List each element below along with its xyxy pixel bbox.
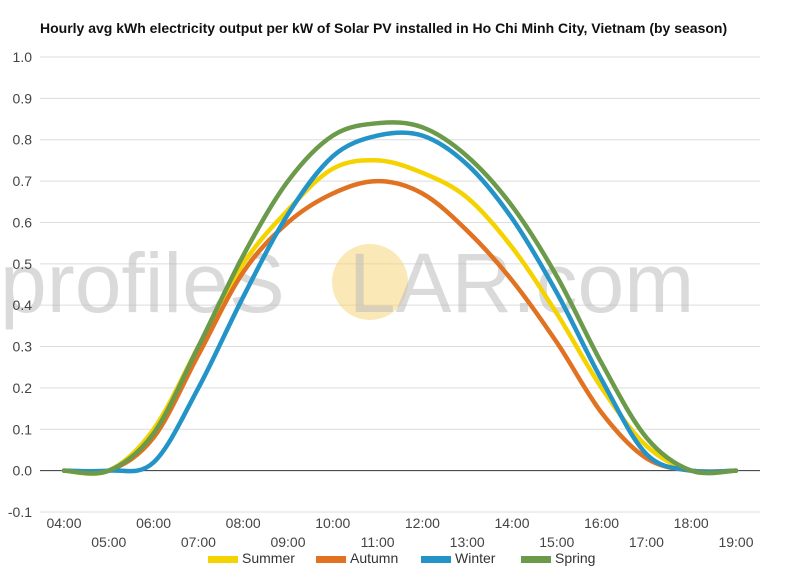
y-tick-label: 0.9: [13, 90, 33, 106]
y-tick-label: 0.1: [13, 421, 33, 437]
x-tick-label: 16:00: [584, 515, 619, 531]
legend-swatch: [421, 556, 451, 563]
x-tick-label: 04:00: [46, 515, 81, 531]
watermark-left: profileS: [0, 236, 285, 330]
legend-label: Winter: [455, 550, 496, 566]
y-tick-label: 0.2: [13, 380, 33, 396]
x-tick-label: 05:00: [91, 534, 126, 550]
y-tick-label: 0.8: [13, 132, 33, 148]
y-tick-label: 0.7: [13, 173, 33, 189]
legend: Summer Autumn Winter Spring: [208, 550, 595, 566]
y-tick-label: 0.6: [13, 214, 33, 230]
legend-label: Spring: [555, 550, 595, 566]
legend-label: Summer: [242, 550, 295, 566]
watermark: profileS LAR.com: [0, 236, 694, 330]
series-line-spring: [61, 120, 739, 476]
y-tick-label: 0.0: [13, 463, 33, 479]
x-tick-label: 10:00: [315, 515, 350, 531]
y-tick-label: -0.1: [8, 504, 32, 520]
watermark-sun: [332, 244, 408, 320]
legend-item-winter[interactable]: Winter: [421, 550, 496, 566]
y-axis-ticks: -0.1 0.0 0.1 0.2 0.3 0.4 0.5 0.6 0.7 0.8 0.9 1.0: [8, 49, 32, 520]
y-tick-label: 0.5: [13, 256, 33, 272]
y-tick-label: 1.0: [13, 49, 33, 65]
y-tick-label: 0.3: [13, 339, 33, 355]
x-tick-label: 12:00: [405, 515, 440, 531]
x-tick-label: 17:00: [629, 534, 664, 550]
series-lines: [61, 120, 739, 476]
legend-swatch: [316, 556, 346, 563]
legend-swatch: [208, 556, 238, 563]
legend-swatch: [521, 556, 551, 563]
legend-item-spring[interactable]: Spring: [521, 550, 595, 566]
series-line-autumn: [61, 178, 739, 476]
x-tick-label: 15:00: [539, 534, 574, 550]
x-tick-label: 14:00: [494, 515, 529, 531]
x-tick-label: 07:00: [181, 534, 216, 550]
series-line-winter: [61, 130, 739, 475]
x-tick-label: 06:00: [136, 515, 171, 531]
legend-label: Autumn: [350, 550, 398, 566]
x-tick-label: 08:00: [226, 515, 261, 531]
x-tick-label: 13:00: [450, 534, 485, 550]
chart-title: Hourly avg kWh electricity output per kW…: [40, 20, 727, 36]
legend-item-summer[interactable]: Summer: [208, 550, 295, 566]
x-tick-label: 11:00: [361, 534, 395, 550]
y-tick-label: 0.4: [13, 297, 33, 313]
x-tick-label: 19:00: [718, 534, 753, 550]
watermark-right: LAR.com: [349, 236, 694, 330]
x-tick-label: 18:00: [674, 515, 709, 531]
legend-item-autumn[interactable]: Autumn: [316, 550, 398, 566]
x-tick-label: 09:00: [270, 534, 305, 550]
x-axis-ticks: 04:00 05:00 06:00 07:00 08:00 09:00 10:00 11:00…: [46, 515, 753, 550]
